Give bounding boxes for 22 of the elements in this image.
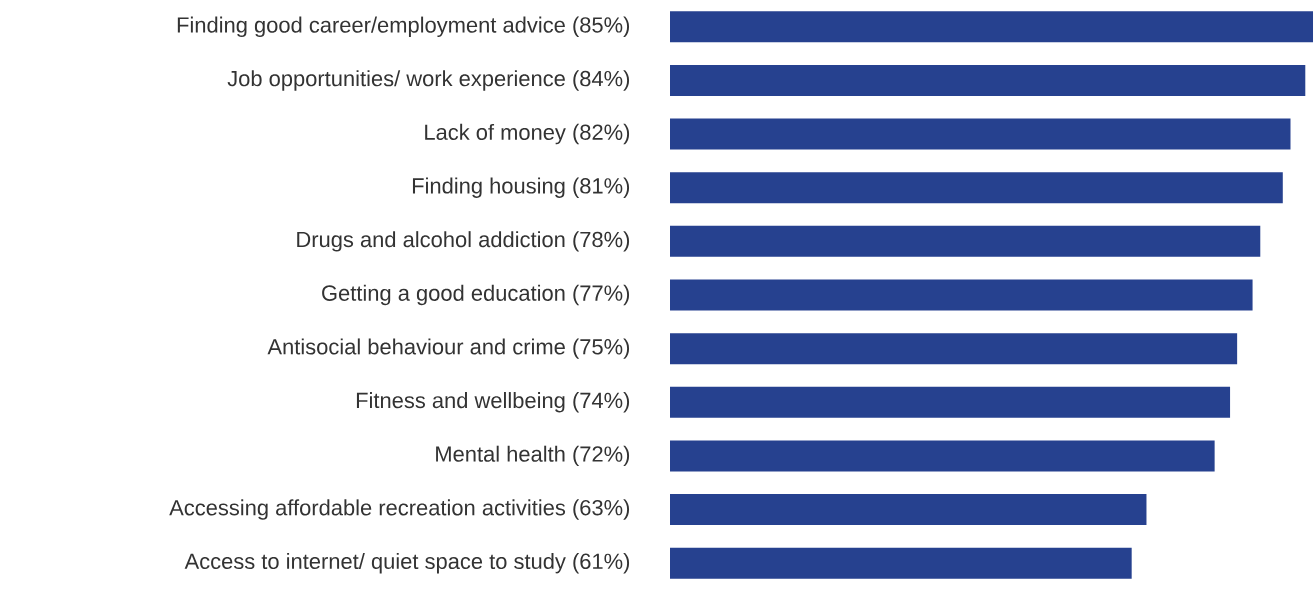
bar <box>670 64 1306 96</box>
bar <box>670 225 1261 257</box>
bar <box>670 494 1147 526</box>
y-tick-label: Accessing affordable recreation activities (63%) <box>169 499 630 520</box>
bar <box>670 118 1291 150</box>
y-tick-label: Mental health (72%) <box>436 445 630 467</box>
y-tick-label: Antisocial behaviour and crime (75%) <box>267 338 630 359</box>
bar <box>670 440 1215 472</box>
y-tick-label: Access to internet/ quiet space to study (61%) <box>184 552 630 574</box>
y-tick-label: Fitness and wellbeing (74%) <box>356 392 630 413</box>
bar <box>670 172 1283 204</box>
y-tick-label: Job opportunities/ work experience (84%) <box>227 70 630 91</box>
y-tick-label: Drugs and alcohol addiction (78%) <box>297 231 630 252</box>
bar <box>670 386 1231 418</box>
bar <box>670 11 1314 43</box>
bar <box>670 547 1132 579</box>
bar <box>670 333 1238 365</box>
bar <box>670 279 1253 311</box>
y-tick-label: Finding housing (81%) <box>412 177 630 198</box>
y-tick-label: Lack of money (82%) <box>425 123 630 145</box>
y-tick-label: Finding good career/employment advice (85%) <box>177 16 630 38</box>
y-tick-label: Getting a good education (77%) <box>322 284 630 306</box>
